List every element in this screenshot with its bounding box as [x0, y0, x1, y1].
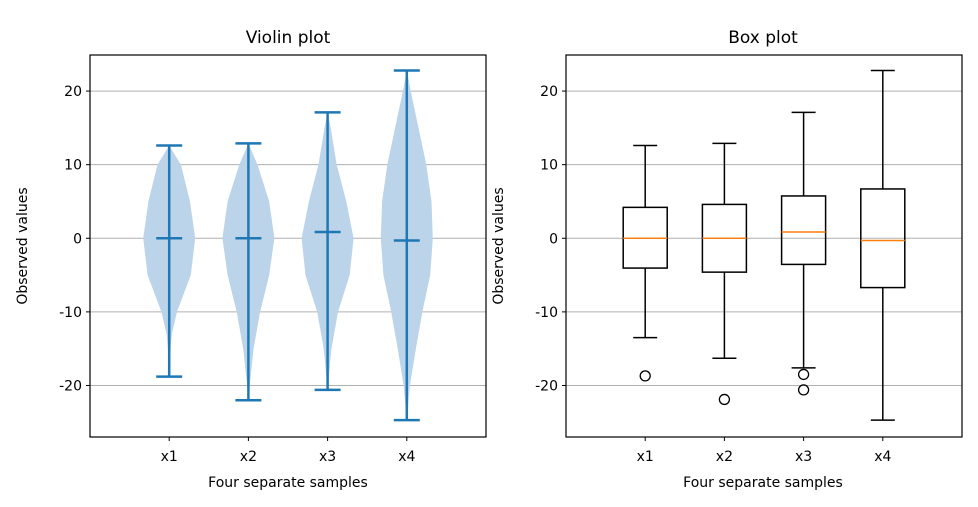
violin-plot-ylabel: Observed values [15, 187, 31, 304]
box-plot-xlabel: Four separate samples [683, 475, 843, 491]
x-tick-label: x1 [637, 449, 654, 465]
box [780, 195, 827, 266]
box-plot-axes: Box plot Four separate samples Observed … [491, 28, 963, 491]
y-tick-label: 0 [73, 231, 82, 247]
axes-frame [565, 54, 963, 438]
y-tick-label: 10 [540, 158, 558, 174]
outlier-point [797, 368, 810, 381]
violin-plot-xlabel: Four separate samples [208, 475, 368, 491]
box [860, 188, 906, 289]
box-plot-ylabel: Observed values [491, 187, 507, 304]
x-tick-label: x4 [874, 449, 891, 465]
axes-frame [89, 54, 487, 438]
y-tick-label: 20 [540, 84, 558, 100]
x-tick-label: x1 [161, 449, 178, 465]
x-tick-label: x4 [398, 449, 415, 465]
y-tick-label: 20 [64, 84, 82, 100]
y-tick-label: -10 [59, 305, 82, 321]
outlier-point [797, 384, 810, 396]
x-tick-label: x2 [240, 449, 257, 465]
violin-plot-axes: Violin plot Four separate samples Observ… [15, 28, 487, 491]
y-tick-label: -10 [535, 305, 558, 321]
x-tick-label: x3 [319, 449, 336, 465]
y-tick-label: -20 [535, 378, 558, 394]
x-tick-label: x3 [795, 449, 812, 465]
box-plot-title: Box plot [728, 28, 798, 48]
y-tick-label: -20 [59, 378, 82, 394]
x-tick-label: x2 [716, 449, 733, 465]
outlier-point [718, 393, 731, 406]
y-tick-label: 10 [64, 158, 82, 174]
y-tick-label: 0 [549, 231, 558, 247]
violin-plot-title: Violin plot [246, 28, 331, 48]
outlier-point [639, 370, 651, 382]
